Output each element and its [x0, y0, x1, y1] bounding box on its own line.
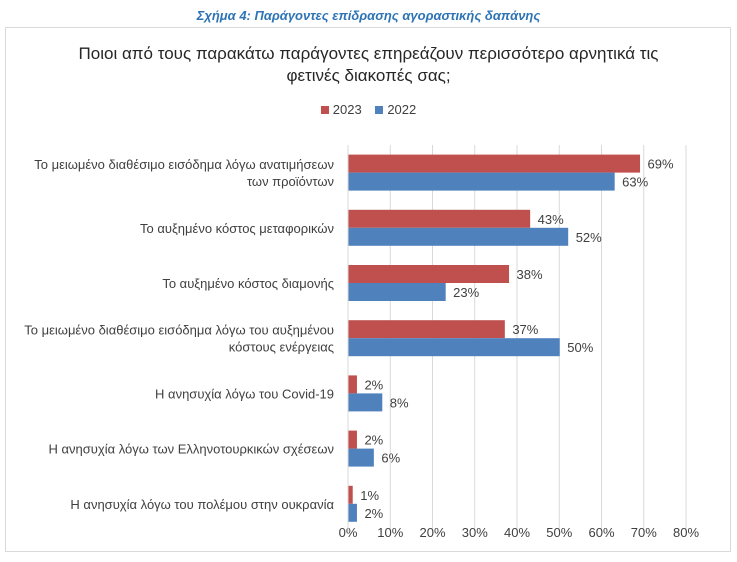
data-label-2022-1: 52%: [576, 230, 602, 245]
bar-2022-2: [348, 283, 446, 301]
chart-frame: [5, 27, 731, 552]
category-label-4: Η ανησυχία λόγω του Covid-19: [155, 386, 334, 401]
category-label-0-line-0: Το μειωμένο διαθέσιμο εισόδημα λόγω ανατ…: [34, 157, 334, 172]
data-label-2022-3: 50%: [567, 340, 593, 355]
bar-2022-5: [348, 448, 374, 467]
data-label-2022-0: 63%: [622, 175, 648, 190]
data-label-2023-4: 2%: [364, 377, 383, 392]
bar-2023-4: [348, 375, 357, 394]
data-label-2022-5: 6%: [381, 451, 400, 466]
category-label-0-line-1: των προϊόντων: [247, 174, 334, 189]
data-label-2022-2: 23%: [453, 285, 479, 300]
x-tick-label-10: 10%: [377, 525, 403, 540]
data-label-2022-6: 2%: [364, 506, 383, 521]
category-label-1: Το αυξημένο κόστος μεταφορικών: [140, 221, 334, 236]
bar-2023-0: [348, 154, 641, 173]
category-label-3-line-1: κόστους ενέργειας: [229, 340, 334, 355]
figure-caption: Σχήμα 4: Παράγοντες επίδρασης αγοραστική…: [196, 8, 541, 23]
data-label-2023-5: 2%: [364, 433, 383, 448]
x-tick-label-20: 20%: [419, 525, 445, 540]
category-label-6: Η ανησυχία λόγω του πολέμου στην ουκρανί…: [70, 497, 334, 512]
bar-2023-6: [348, 485, 353, 504]
legend-swatch-2023: [320, 106, 329, 114]
bar-2022-1: [348, 227, 569, 246]
x-tick-label-80: 80%: [673, 525, 699, 540]
chart-title-line-1: Ποιοι από τους παρακάτω παράγοντες επηρε…: [78, 44, 659, 63]
bar-2022-6: [348, 503, 357, 522]
bar-2022-3: [348, 338, 560, 357]
x-tick-label-40: 40%: [504, 525, 530, 540]
data-label-2022-4: 8%: [390, 395, 409, 410]
category-label-3-line-0: Το μειωμένο διαθέσιμο εισόδημα λόγω του …: [24, 323, 334, 338]
data-label-2023-6: 1%: [360, 488, 379, 503]
x-tick-label-50: 50%: [546, 525, 572, 540]
category-label-2: Το αυξημένο κόστος διαμονής: [162, 276, 334, 291]
legend-label-2022: 2022: [387, 102, 417, 117]
bar-2023-2: [348, 265, 510, 283]
data-label-2023-2: 38%: [517, 267, 543, 282]
data-label-2023-0: 69%: [648, 157, 674, 172]
chart-title: Ποιοι από τους παρακάτω παράγοντες επηρε…: [0, 43, 737, 87]
bar-2022-0: [348, 172, 615, 191]
bar-2022-4: [348, 393, 383, 412]
chart-legend: 2023 2022: [0, 102, 737, 117]
x-tick-label-30: 30%: [462, 525, 488, 540]
chart-title-line-2: φετινές διακοπές σας;: [286, 66, 451, 85]
legend-swatch-2022: [375, 106, 384, 114]
legend-item-2023: 2023: [320, 102, 362, 117]
x-tick-label-70: 70%: [631, 525, 657, 540]
category-label-5: Η ανησυχία λόγω των Ελληνοτουρκικών σχέσ…: [49, 442, 334, 457]
legend-item-2022: 2022: [375, 102, 416, 117]
legend-label-2023: 2023: [332, 102, 362, 117]
data-label-2023-3: 37%: [512, 322, 538, 337]
x-tick-label-60: 60%: [588, 525, 614, 540]
bar-2023-5: [348, 430, 357, 449]
bar-2023-1: [348, 209, 531, 228]
bar-2023-3: [348, 320, 505, 339]
x-tick-label-0: 0%: [339, 525, 358, 540]
data-label-2023-1: 43%: [538, 212, 564, 227]
